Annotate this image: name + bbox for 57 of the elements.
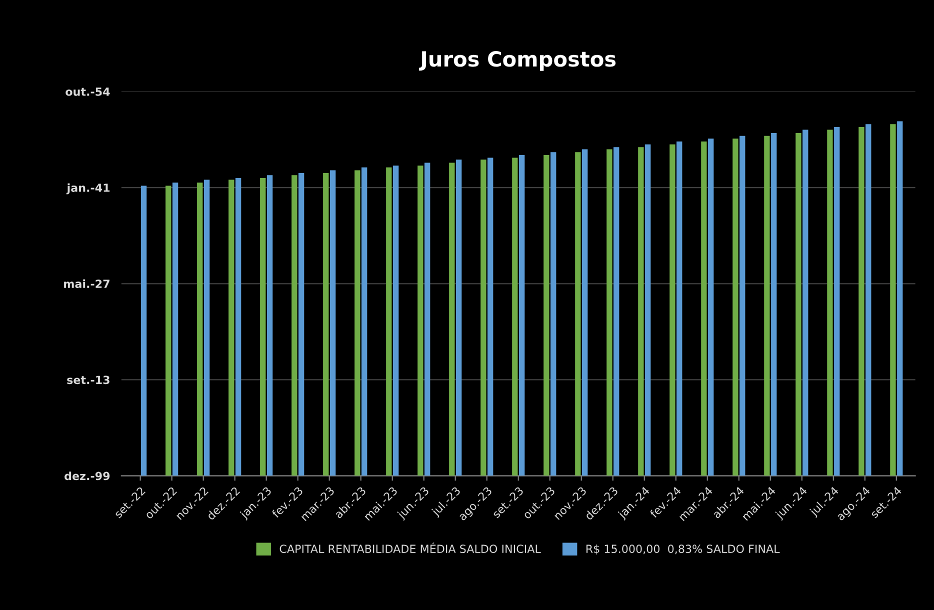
bar — [614, 147, 620, 476]
bar — [638, 147, 644, 476]
bar — [858, 126, 864, 476]
bar — [771, 132, 777, 476]
bar — [575, 152, 581, 476]
bar — [544, 154, 550, 476]
bar — [266, 175, 273, 476]
bar — [323, 173, 329, 476]
bar — [827, 130, 833, 476]
bar — [354, 170, 360, 476]
bar — [172, 182, 178, 476]
bar — [392, 166, 399, 476]
bar — [140, 186, 147, 476]
bar — [480, 160, 486, 476]
legend-label: CAPITAL RENTABILIDADE MÉDIA SALDO INICIAL — [280, 542, 541, 554]
bar — [676, 141, 682, 476]
bar — [796, 132, 802, 476]
bar — [235, 178, 242, 476]
bar — [740, 136, 746, 476]
bar — [708, 138, 714, 476]
bar — [456, 160, 462, 476]
bar — [197, 182, 203, 476]
bar — [897, 121, 903, 476]
bar — [228, 180, 234, 476]
bar — [834, 126, 840, 476]
bar — [386, 167, 392, 476]
bar — [606, 149, 612, 476]
bar — [292, 175, 298, 476]
bar — [361, 167, 368, 476]
category-label: set.-13 — [67, 376, 110, 384]
bar — [449, 162, 455, 476]
chart-title: Juros Compostos — [418, 51, 616, 71]
bar — [512, 158, 518, 476]
bar — [418, 166, 424, 476]
bar — [645, 144, 651, 476]
bar — [519, 154, 525, 476]
category-label: dez.-99 — [64, 472, 110, 480]
bar — [890, 124, 896, 476]
bar — [764, 136, 770, 476]
category-label: out.-54 — [66, 88, 110, 96]
bar — [670, 144, 676, 476]
bar — [260, 178, 266, 476]
bar — [166, 186, 172, 476]
bar — [582, 149, 588, 476]
category-label: mai.-27 — [64, 279, 110, 288]
bar — [701, 141, 707, 476]
bar — [424, 162, 430, 476]
bar — [802, 130, 808, 476]
bar — [487, 158, 494, 476]
bar — [732, 138, 738, 476]
bar — [330, 170, 336, 476]
bar — [550, 152, 556, 476]
category-label: jan.-41 — [66, 183, 110, 194]
bar — [298, 173, 304, 476]
legend-label: R$ 15.000,00 0,83% SALDO FINAL — [586, 544, 780, 555]
bar — [204, 180, 210, 476]
bar — [866, 124, 872, 476]
